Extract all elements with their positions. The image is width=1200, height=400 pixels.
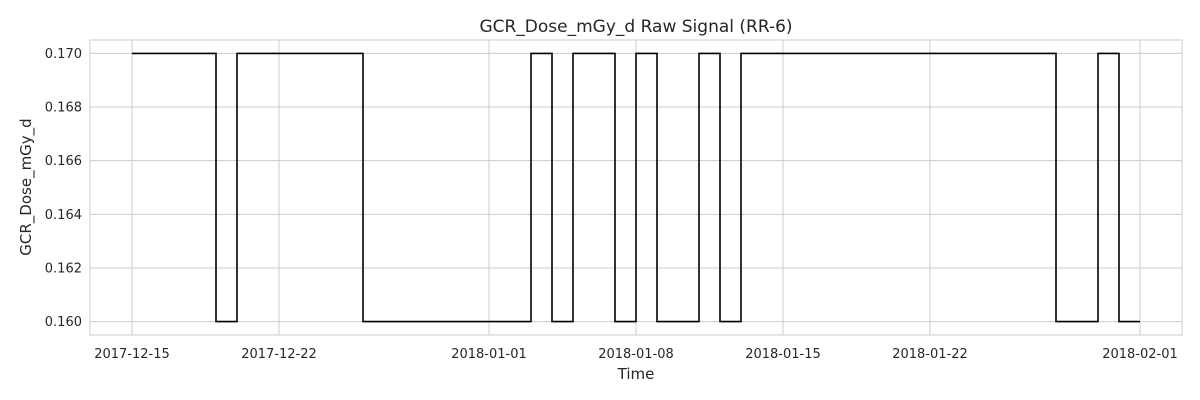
y-tick-label: 0.160 [45,315,82,330]
x-tick-label: 2018-01-15 [745,347,821,362]
x-tick-label: 2018-02-01 [1102,347,1178,362]
x-gridlines [131,40,1141,335]
y-tick-label: 0.166 [45,154,82,169]
x-axis-label: Time [617,365,655,383]
x-tick-label: 2018-01-22 [892,347,968,362]
y-axis-label: GCR_Dose_mGy_d [17,118,36,255]
x-tick-labels: 2017-12-15 2017-12-22 2018-01-01 2018-01-08… [94,347,1178,362]
chart-title: GCR_Dose_mGy_d Raw Signal (RR-6) [479,17,792,37]
y-tick-label: 0.170 [45,47,82,62]
x-tick-label: 2018-01-08 [598,347,674,362]
x-tick-label: 2018-01-01 [451,347,527,362]
x-tick-label: 2017-12-22 [241,347,317,362]
x-tick-label: 2017-12-15 [94,347,170,362]
y-tick-labels: 0.160 0.162 0.164 0.166 0.168 0.170 [45,47,82,330]
series-line [132,52,1140,323]
y-tick-label: 0.164 [45,208,82,223]
y-tick-label: 0.162 [45,261,82,276]
y-tick-label: 0.168 [45,101,82,116]
